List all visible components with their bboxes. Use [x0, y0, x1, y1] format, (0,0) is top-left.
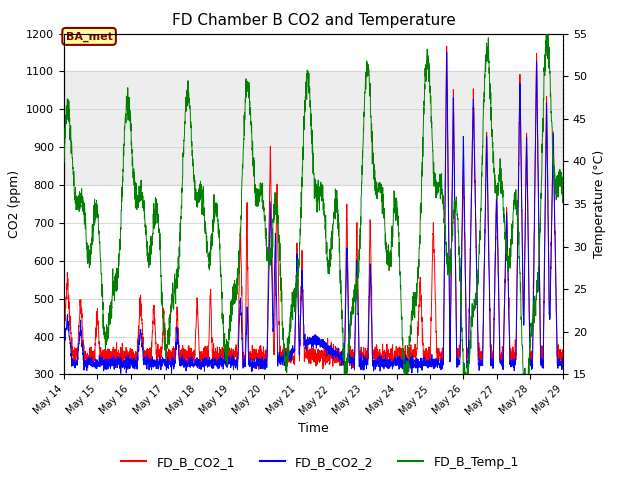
Legend: FD_B_CO2_1, FD_B_CO2_2, FD_B_Temp_1: FD_B_CO2_1, FD_B_CO2_2, FD_B_Temp_1 — [116, 451, 524, 474]
Y-axis label: CO2 (ppm): CO2 (ppm) — [8, 170, 20, 238]
Title: FD Chamber B CO2 and Temperature: FD Chamber B CO2 and Temperature — [172, 13, 456, 28]
X-axis label: Time: Time — [298, 422, 329, 435]
Bar — [64, 72, 563, 185]
Y-axis label: Temperature (°C): Temperature (°C) — [593, 150, 605, 258]
Text: BA_met: BA_met — [66, 31, 113, 42]
